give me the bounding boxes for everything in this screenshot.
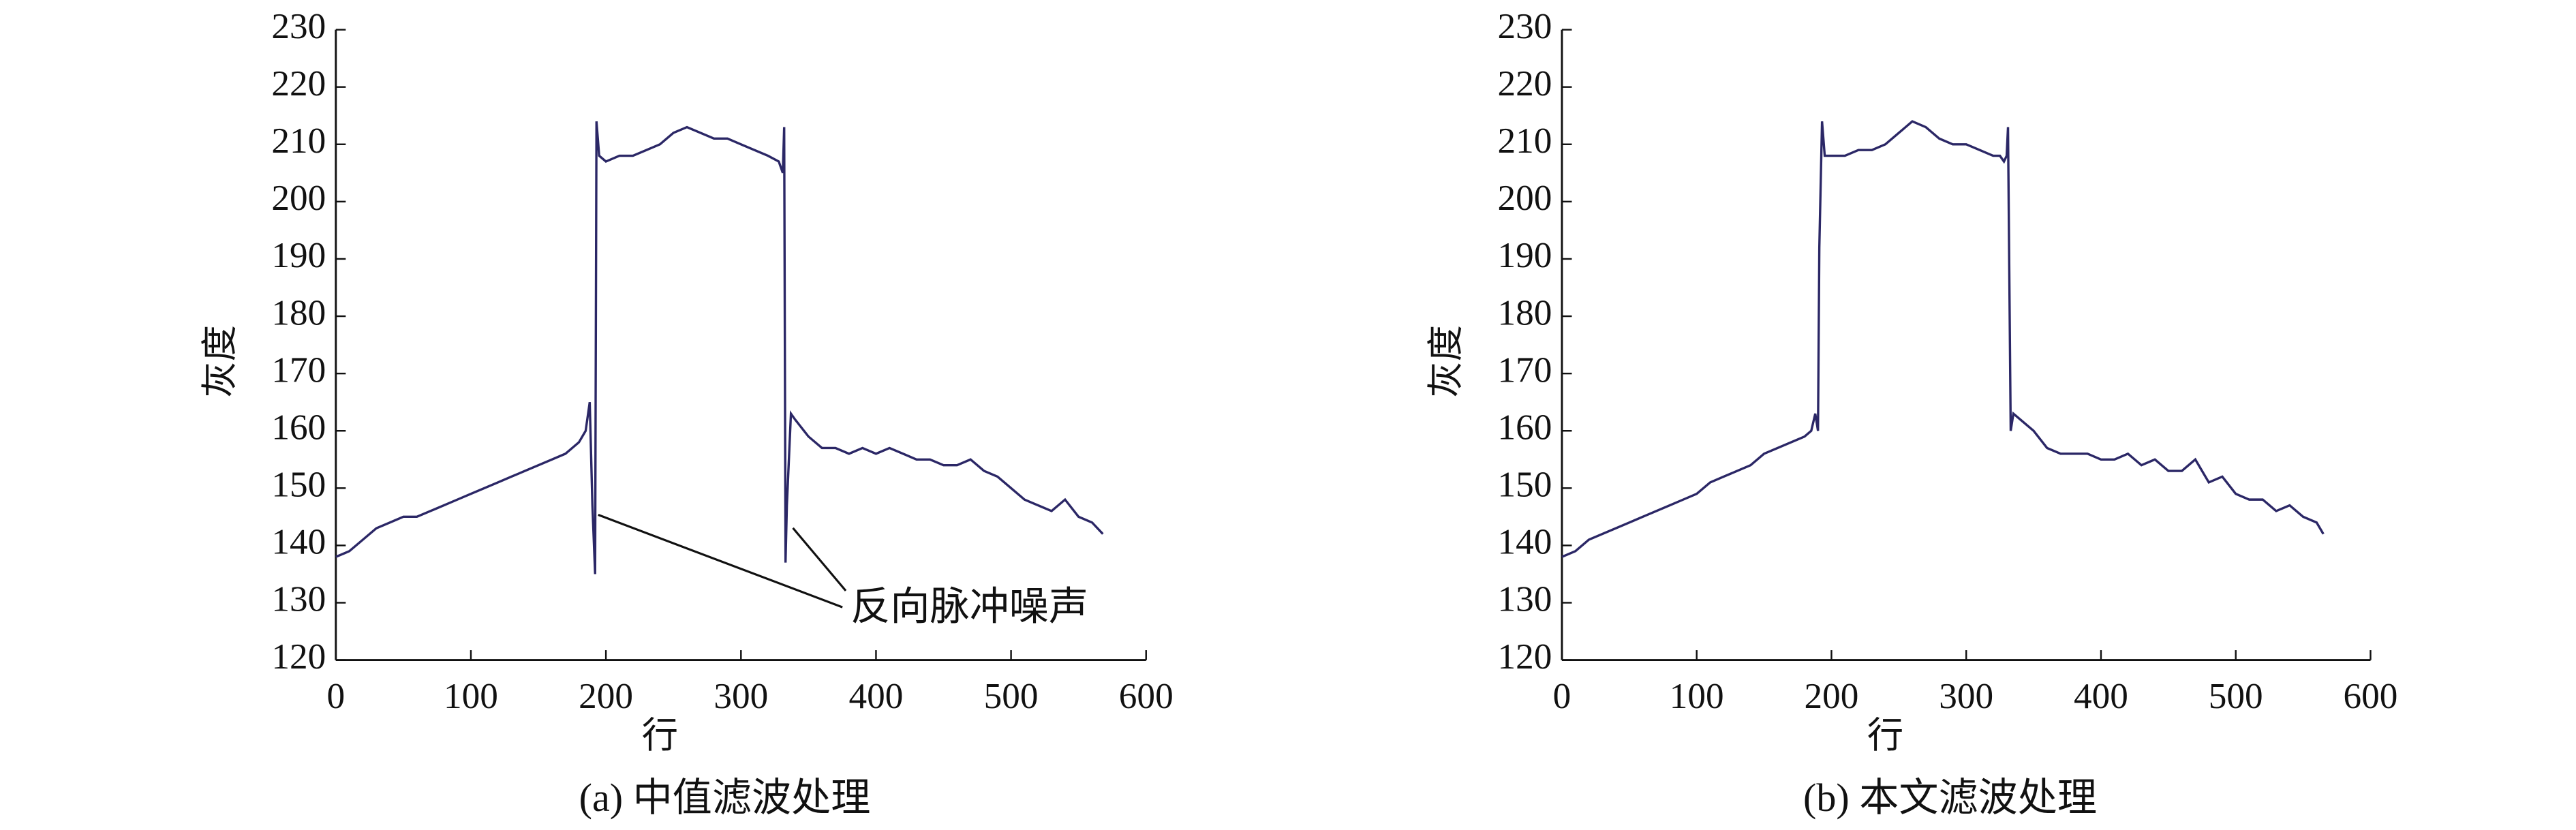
y-axis-label: 灰度: [1426, 325, 1467, 398]
y-tick-label: 180: [271, 292, 326, 333]
y-tick-label: 120: [271, 636, 326, 677]
y-tick-label: 140: [271, 522, 326, 562]
y-tick-label: 130: [271, 579, 326, 619]
y-tick-label: 210: [271, 121, 326, 161]
y-tick-label: 220: [1498, 63, 1552, 104]
x-tick-label: 500: [984, 676, 1039, 716]
x-tick-label: 200: [1805, 676, 1859, 716]
y-tick-label: 210: [1498, 121, 1552, 161]
x-tick-label: 600: [1119, 676, 1174, 716]
y-tick-label: 150: [271, 465, 326, 505]
y-tick-label: 200: [271, 178, 326, 218]
y-tick-label: 220: [271, 63, 326, 104]
y-tick-label: 140: [1498, 522, 1552, 562]
y-tick-label: 230: [1498, 6, 1552, 46]
y-tick-label: 160: [1498, 407, 1552, 447]
y-tick-label: 170: [1498, 350, 1552, 390]
x-tick-label: 0: [326, 676, 345, 716]
x-axis-label: 行: [1867, 716, 1903, 756]
x-tick-label: 200: [579, 676, 633, 716]
caption: (b) 本文滤波处理: [1803, 775, 2097, 820]
y-tick-label: 170: [271, 350, 326, 390]
caption: (a) 中值滤波处理: [579, 775, 871, 820]
x-tick-label: 0: [1553, 676, 1571, 716]
y-axis-label: 灰度: [200, 325, 240, 398]
annotation-pointer: [598, 514, 843, 609]
x-tick-label: 100: [1670, 676, 1724, 716]
x-tick-label: 100: [444, 676, 498, 716]
y-tick-label: 150: [1498, 465, 1552, 505]
x-tick-label: 600: [2344, 676, 2398, 716]
x-tick-label: 300: [1939, 676, 1993, 716]
x-tick-label: 300: [714, 676, 768, 716]
y-tick-label: 130: [1498, 579, 1552, 619]
y-tick-label: 190: [1498, 235, 1552, 275]
x-tick-label: 400: [2074, 676, 2128, 716]
annotation: 反向脉冲噪声: [850, 584, 1088, 628]
y-tick-label: 120: [1498, 636, 1552, 677]
x-tick-label: 500: [2209, 676, 2263, 716]
y-tick-label: 180: [1498, 292, 1552, 333]
y-tick-label: 190: [271, 235, 326, 275]
x-axis-label: 行: [642, 716, 678, 756]
data-line: [1561, 120, 2325, 558]
y-tick-label: 160: [271, 407, 326, 447]
data-line: [335, 121, 1104, 574]
y-tick-label: 200: [1498, 178, 1552, 218]
y-tick-label: 230: [271, 6, 326, 46]
annotation-pointer: [792, 527, 847, 591]
x-tick-label: 400: [848, 676, 903, 716]
